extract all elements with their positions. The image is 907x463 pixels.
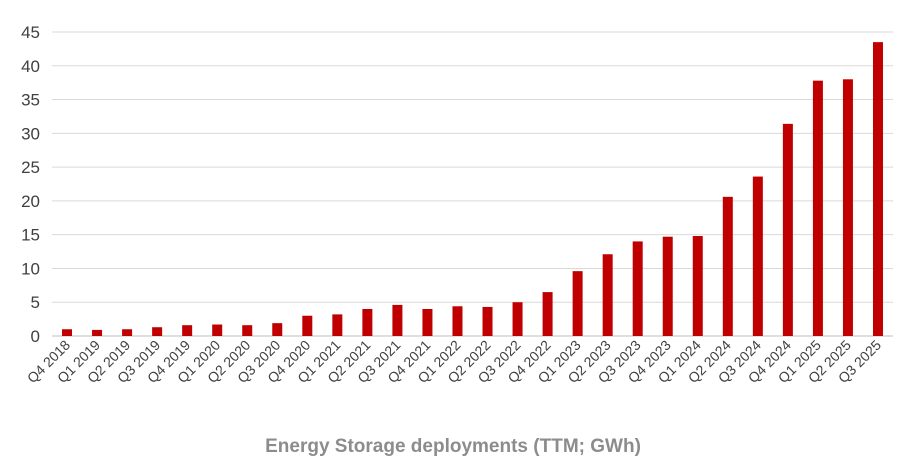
bars	[62, 42, 883, 337]
bar	[182, 325, 193, 336]
y-tick-label: 35	[21, 91, 40, 110]
y-tick-label: 30	[21, 124, 40, 143]
gridlines	[52, 31, 893, 337]
y-tick-label: 45	[21, 23, 40, 42]
bar	[212, 324, 223, 336]
y-tick-label: 20	[21, 192, 40, 211]
bar	[422, 308, 433, 336]
bar	[482, 306, 493, 336]
bar	[272, 323, 283, 336]
bar	[122, 329, 133, 336]
bar	[362, 308, 373, 336]
bar	[872, 42, 883, 337]
bar	[152, 327, 163, 336]
chart-title: Energy Storage deployments (TTM; GWh)	[265, 436, 641, 457]
y-tick-label: 40	[21, 57, 40, 76]
bar	[842, 79, 853, 337]
y-axis-ticks: 0 5 10 15 20 25 30 35 40 45	[21, 23, 40, 346]
y-tick-label: 5	[31, 293, 40, 312]
y-tick-label: 25	[21, 158, 40, 177]
bar	[452, 306, 463, 336]
bar	[782, 123, 793, 337]
bar	[662, 236, 673, 336]
bar	[572, 271, 583, 336]
bar	[302, 315, 313, 336]
bar	[632, 241, 643, 336]
bar	[512, 302, 523, 336]
bar	[812, 80, 823, 336]
y-tick-label: 10	[21, 259, 40, 278]
bar	[542, 292, 553, 336]
bar	[242, 325, 253, 336]
bar	[332, 314, 343, 336]
bar	[602, 254, 613, 336]
bar	[722, 196, 733, 336]
bar	[62, 329, 73, 336]
y-tick-label: 15	[21, 226, 40, 245]
bar	[392, 304, 403, 336]
bar	[752, 176, 763, 336]
bar	[692, 236, 703, 336]
y-tick-label: 0	[31, 327, 40, 346]
bar	[92, 329, 103, 336]
